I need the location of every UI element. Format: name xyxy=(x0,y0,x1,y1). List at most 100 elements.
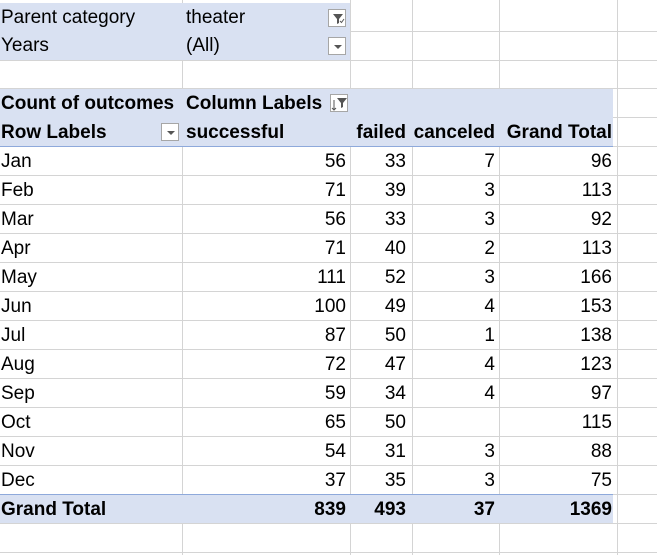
cell-feb-canceled[interactable]: 3 xyxy=(484,180,495,201)
gridline xyxy=(617,0,618,555)
cell-aug-canceled[interactable]: 4 xyxy=(484,354,495,375)
cell-feb-failed[interactable]: 39 xyxy=(384,180,406,201)
cell-nov-grand-total[interactable]: 88 xyxy=(590,441,612,462)
cell-apr-successful[interactable]: 71 xyxy=(324,238,346,259)
row-label-jul[interactable]: Jul xyxy=(1,325,26,346)
column-labels-filter-button[interactable] xyxy=(330,94,348,112)
cell-oct-grand-total[interactable]: 115 xyxy=(581,412,612,433)
row-label-mar[interactable]: Mar xyxy=(1,209,34,230)
cell-oct-failed[interactable]: 50 xyxy=(384,412,406,433)
filter-sort-icon xyxy=(331,98,347,111)
cell-mar-successful[interactable]: 56 xyxy=(324,209,346,230)
pivot-corner-label: Count of outcomes xyxy=(1,93,175,114)
grand-total-label: Grand Total xyxy=(1,499,107,520)
filter-button-parent-category[interactable] xyxy=(328,9,346,27)
column-header-successful[interactable]: successful xyxy=(186,122,285,143)
grand-total-canceled[interactable]: 37 xyxy=(473,499,495,520)
filter-value-years[interactable]: (All) xyxy=(186,35,220,56)
row-label-jun[interactable]: Jun xyxy=(1,296,32,317)
gridline xyxy=(412,0,413,555)
grand-total-failed[interactable]: 493 xyxy=(374,499,406,520)
cell-may-canceled[interactable]: 3 xyxy=(484,267,495,288)
cell-sep-successful[interactable]: 59 xyxy=(324,383,346,404)
cell-jan-failed[interactable]: 33 xyxy=(384,151,406,172)
grand-total-grand-total[interactable]: 1369 xyxy=(569,499,612,520)
row-label-may[interactable]: May xyxy=(1,267,37,288)
cell-jul-failed[interactable]: 50 xyxy=(384,325,406,346)
grand-total-band xyxy=(0,494,613,523)
gridline xyxy=(0,349,657,350)
cell-nov-failed[interactable]: 31 xyxy=(384,441,406,462)
dropdown-icon xyxy=(334,45,342,49)
cell-jul-canceled[interactable]: 1 xyxy=(484,325,495,346)
cell-aug-successful[interactable]: 72 xyxy=(324,354,346,375)
cell-jan-canceled[interactable]: 7 xyxy=(484,151,495,172)
row-label-jan[interactable]: Jan xyxy=(1,151,32,172)
row-label-oct[interactable]: Oct xyxy=(1,412,31,433)
cell-dec-grand-total[interactable]: 75 xyxy=(590,470,612,491)
cell-may-failed[interactable]: 52 xyxy=(384,267,406,288)
row-label-sep[interactable]: Sep xyxy=(1,383,35,404)
cell-aug-grand-total[interactable]: 123 xyxy=(580,354,612,375)
gridline xyxy=(350,0,351,555)
gridline xyxy=(0,204,657,205)
cell-jun-successful[interactable]: 100 xyxy=(314,296,346,317)
cell-nov-successful[interactable]: 54 xyxy=(324,441,346,462)
gridline xyxy=(0,436,657,437)
filter-value-parent-category[interactable]: theater xyxy=(186,7,246,28)
cell-oct-canceled[interactable] xyxy=(412,408,495,437)
cell-aug-failed[interactable]: 47 xyxy=(384,354,406,375)
gridline xyxy=(0,320,657,321)
cell-apr-grand-total[interactable]: 113 xyxy=(581,238,612,259)
cell-jun-failed[interactable]: 49 xyxy=(384,296,406,317)
cell-mar-canceled[interactable]: 3 xyxy=(484,209,495,230)
row-label-feb[interactable]: Feb xyxy=(1,180,34,201)
cell-feb-successful[interactable]: 71 xyxy=(324,180,346,201)
cell-dec-successful[interactable]: 37 xyxy=(324,470,346,491)
cell-jan-successful[interactable]: 56 xyxy=(324,151,346,172)
row-label-dec[interactable]: Dec xyxy=(1,470,35,491)
filter-button-years[interactable] xyxy=(328,37,346,55)
grand-total-separator xyxy=(0,494,613,495)
cell-dec-canceled[interactable]: 3 xyxy=(484,470,495,491)
row-labels-dropdown-button[interactable] xyxy=(161,123,179,141)
column-labels-header: Column Labels xyxy=(186,93,323,114)
gridline xyxy=(0,378,657,379)
cell-may-grand-total[interactable]: 166 xyxy=(580,267,612,288)
cell-feb-grand-total[interactable]: 113 xyxy=(581,180,612,201)
column-header-canceled[interactable]: canceled xyxy=(413,122,495,143)
cell-apr-failed[interactable]: 40 xyxy=(384,238,406,259)
cell-may-successful[interactable]: 111 xyxy=(317,267,346,288)
pivot-header-band xyxy=(0,89,613,147)
gridline xyxy=(0,262,657,263)
cell-nov-canceled[interactable]: 3 xyxy=(484,441,495,462)
row-label-nov[interactable]: Nov xyxy=(1,441,35,462)
cell-dec-failed[interactable]: 35 xyxy=(384,470,406,491)
cell-sep-grand-total[interactable]: 97 xyxy=(590,383,612,404)
gridline xyxy=(0,175,657,176)
cell-jun-grand-total[interactable]: 153 xyxy=(580,296,612,317)
gridline xyxy=(0,233,657,234)
gridline xyxy=(0,291,657,292)
gridline xyxy=(0,465,657,466)
cell-jul-successful[interactable]: 87 xyxy=(324,325,346,346)
gridline xyxy=(0,523,657,524)
cell-apr-canceled[interactable]: 2 xyxy=(484,238,495,259)
cell-jun-canceled[interactable]: 4 xyxy=(484,296,495,317)
gridline xyxy=(499,0,500,555)
cell-sep-canceled[interactable]: 4 xyxy=(484,383,495,404)
filter-applied-icon xyxy=(333,14,345,24)
grand-total-successful[interactable]: 839 xyxy=(314,499,346,520)
column-header-failed[interactable]: failed xyxy=(356,122,406,143)
cell-mar-failed[interactable]: 33 xyxy=(384,209,406,230)
row-label-aug[interactable]: Aug xyxy=(1,354,35,375)
cell-sep-failed[interactable]: 34 xyxy=(384,383,406,404)
row-label-apr[interactable]: Apr xyxy=(1,238,31,259)
cell-jan-grand-total[interactable]: 96 xyxy=(590,151,612,172)
dropdown-icon xyxy=(167,131,175,135)
cell-mar-grand-total[interactable]: 92 xyxy=(590,209,612,230)
cell-oct-successful[interactable]: 65 xyxy=(324,412,346,433)
column-header-grand-total[interactable]: Grand Total xyxy=(506,122,612,143)
cell-jul-grand-total[interactable]: 138 xyxy=(580,325,612,346)
